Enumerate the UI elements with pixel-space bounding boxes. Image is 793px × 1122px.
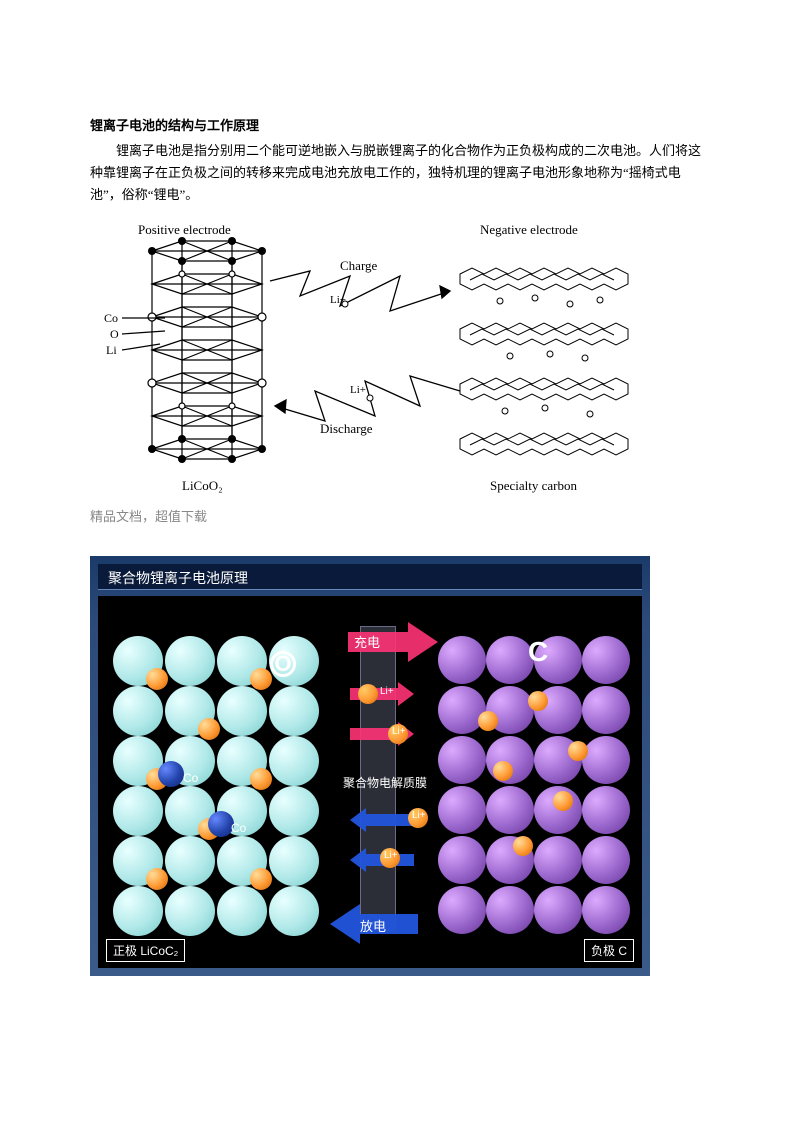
page-title: 锂离子电池的结构与工作原理 [90, 115, 703, 134]
fig1-li-side: Li [106, 343, 117, 358]
fig2-li3: Li+ [412, 810, 426, 821]
fig2-discharge-label: 放电 [360, 916, 386, 935]
fig1-li-top: Li+ [330, 294, 346, 306]
fig2-li4: Li+ [384, 850, 398, 861]
fig1-charge-label: Charge [340, 258, 377, 274]
fig1-co: Co [104, 311, 118, 326]
fig2-o-label: O [270, 651, 296, 677]
fig1-li-bot: Li+ [350, 384, 366, 396]
fig2-li2: Li+ [392, 726, 406, 737]
figure-1-svg [90, 216, 690, 506]
fig2-c-label: C [528, 636, 548, 668]
fig1-positive-label: Positive electrode [138, 222, 231, 238]
figure-1-schematic: Positive electrode Negative electrode Ch… [90, 216, 690, 506]
fig1-licoo2: LiCoO₂ [182, 478, 223, 494]
fig2-li1: Li+ [380, 686, 394, 697]
li-ion-sphere [358, 684, 378, 704]
fig2-body: 充电 放电 聚合物电解质膜 Li+ Li+ Li+ Li+ Co Co O C … [98, 596, 642, 968]
fig1-negative-label: Negative electrode [480, 222, 578, 238]
fig2-membrane-label: 聚合物电解质膜 [343, 774, 427, 791]
paragraph-intro: 锂离子电池是指分别用二个能可逆地嵌入与脱嵌锂离子的化合物作为正负极构成的二次电池… [90, 140, 703, 206]
fig2-co2: Co [231, 821, 246, 835]
figure-2-polymer: 聚合物锂离子电池原理 充电 放电 聚合物电解质膜 Li+ Li+ L [90, 556, 650, 976]
fig1-o: O [110, 327, 119, 342]
fig2-title: 聚合物锂离子电池原理 [98, 564, 642, 590]
fig2-charge-label: 充电 [354, 632, 380, 651]
fig2-co1: Co [183, 771, 198, 785]
fig2-positive-box: 正极 LiCoC₂ [106, 939, 185, 962]
fig2-negative-box: 负极 C [584, 939, 634, 962]
watermark-text: 精品文档，超值下载 [90, 509, 207, 524]
fig1-carbon: Specialty carbon [490, 478, 577, 494]
fig1-discharge-label: Discharge [320, 421, 372, 437]
